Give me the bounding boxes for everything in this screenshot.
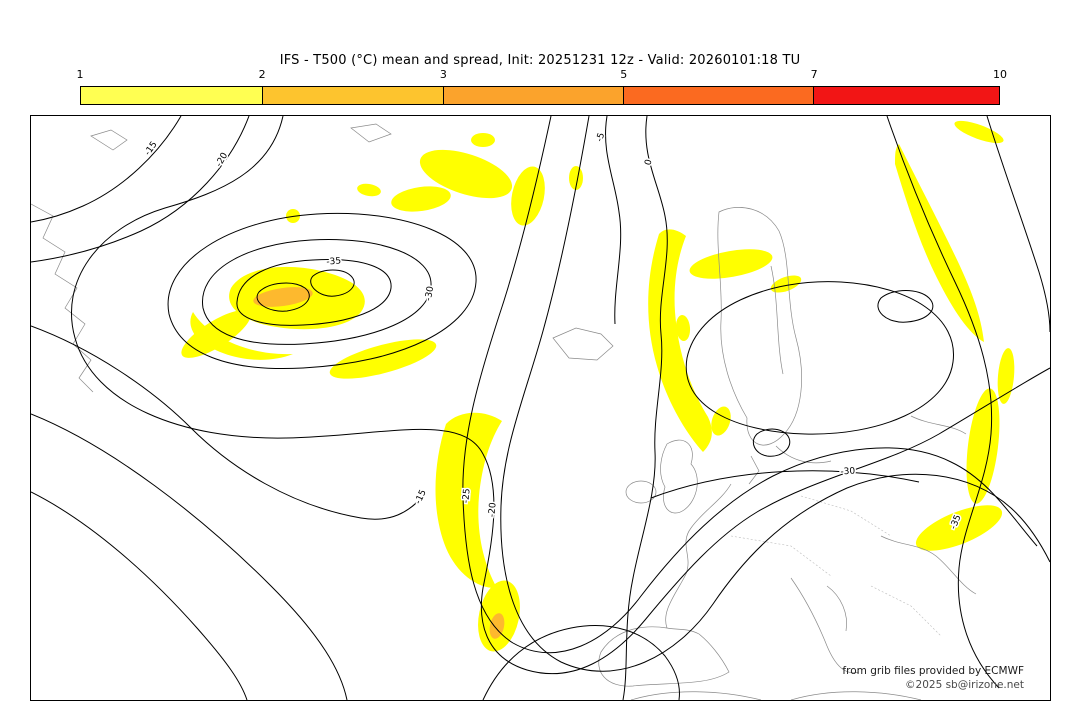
spread-shading [181,120,1015,652]
contour-label-5: -20 [487,502,498,518]
contour-label-2: -35 [326,256,342,267]
colorbar-ticks: 1 2 3 5 7 10 [76,68,1008,82]
coastlines [31,123,977,700]
contour-label-layer: -15-20-35-30-25-20-15-50-30-35 [142,130,965,532]
colorbar-tick-5: 5 [620,68,628,81]
colorbar-tick-7: 7 [810,68,818,81]
contour-label-4: -25 [461,488,472,504]
colorbar-tick-3: 3 [439,68,447,81]
map-svg: -15-20-35-30-25-20-15-50-30-35 [31,116,1050,700]
credits: from grib files provided by ECMWF ©2025 … [842,664,1024,692]
contour-label-0: -15 [143,140,160,158]
colorbar-tick-2: 2 [258,68,266,81]
colorbar-tick-1: 1 [76,68,84,81]
contour-label-9: -30 [840,466,856,477]
chart-title: IFS - T500 (°C) mean and spread, Init: 2… [279,53,801,68]
contour-label-8: 0 [643,158,654,166]
credits-source: from grib files provided by ECMWF [842,665,1024,677]
map-frame: -15 -20 -35 -30 -25 -20 -15 -5 0 -30 -35 from grib… [30,115,1051,701]
spread-core-shading [253,287,505,639]
colorbar-segment-0 [81,87,262,104]
temperature-contours [31,116,1050,700]
contour-label-3: -30 [424,285,436,301]
credits-copyright: ©2025 sb@irizone.net [905,679,1024,691]
contour-label-1: -20 [214,151,230,169]
colorbar [80,86,1000,105]
colorbar-segment-3 [623,87,814,104]
colorbar-segment-2 [443,87,624,104]
colorbar-tick-10: 10 [993,68,1007,81]
contour-label-6: -15 [414,488,429,506]
colorbar-segment-1 [261,87,444,104]
country-borders [730,495,942,637]
colorbar-segment-4 [813,87,999,104]
